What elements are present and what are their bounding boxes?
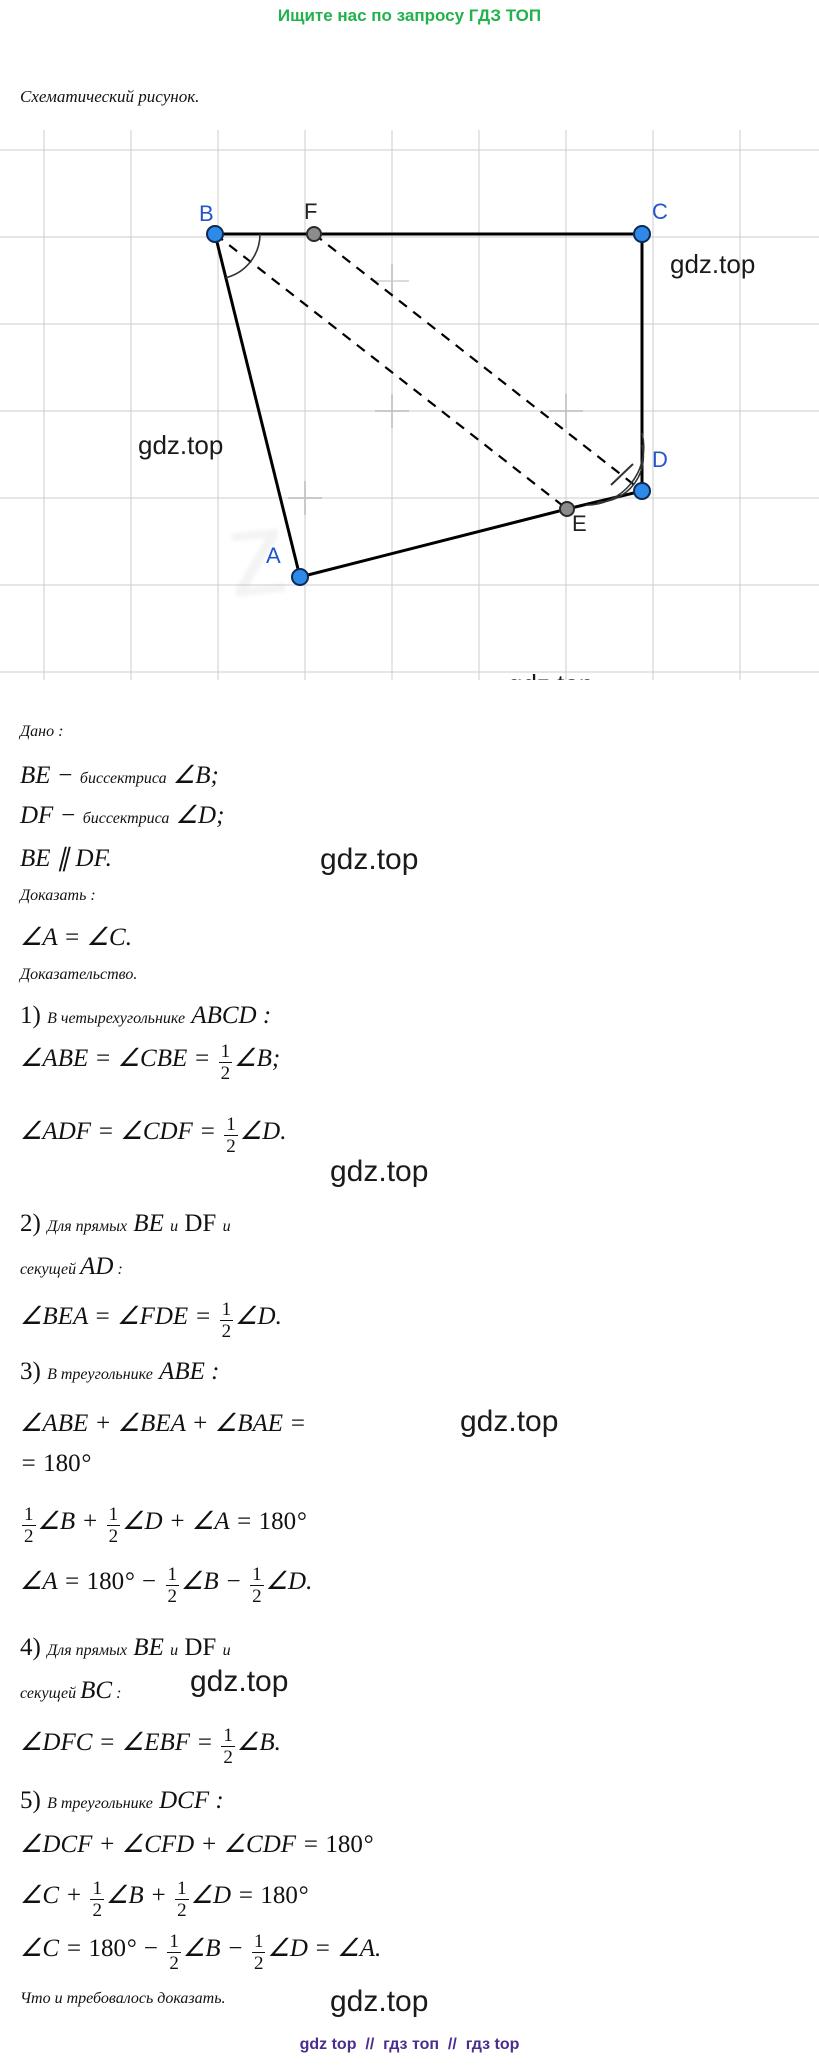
- svg-text:gdz.top: gdz.top: [508, 669, 593, 680]
- svg-text:E: E: [572, 511, 587, 536]
- svg-text:C: C: [652, 199, 668, 224]
- svg-text:gdz.top: gdz.top: [138, 430, 223, 460]
- svg-text:A: A: [266, 543, 281, 568]
- svg-text:F: F: [304, 199, 317, 224]
- svg-text:B: B: [199, 201, 214, 226]
- svg-text:D: D: [652, 447, 668, 472]
- svg-text:gdz.top: gdz.top: [670, 249, 755, 279]
